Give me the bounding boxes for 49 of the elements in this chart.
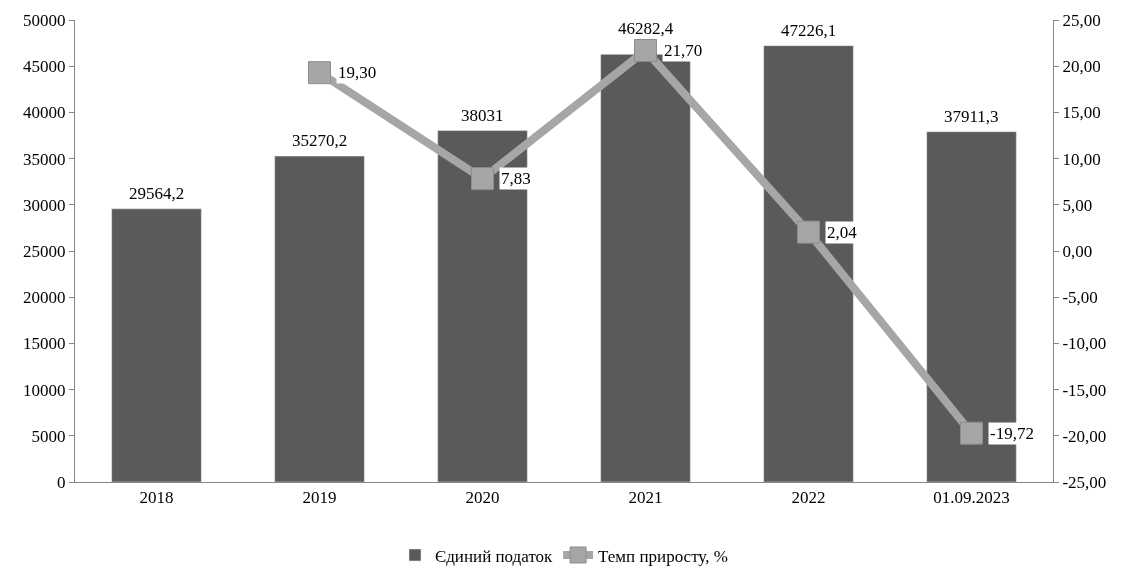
y-tick-label: 15000 bbox=[23, 334, 66, 354]
data-label: 38031 bbox=[461, 106, 504, 125]
data-label: 7,83 bbox=[501, 169, 531, 188]
legend-label: Єдиний податок bbox=[435, 546, 554, 566]
y-tick-label: 10000 bbox=[23, 380, 66, 400]
y2-tick-label: 0,00 bbox=[1062, 241, 1093, 261]
point bbox=[634, 38, 657, 62]
y-tick-label: 20000 bbox=[23, 288, 66, 308]
y-tick-label: 45000 bbox=[23, 57, 66, 77]
x-tick-label: 2018 bbox=[139, 488, 174, 508]
y2-tick-label: 25,00 bbox=[1062, 10, 1101, 30]
y-tick-label: 40000 bbox=[23, 103, 66, 123]
y2-tick-label: -20,00 bbox=[1062, 426, 1107, 446]
y2-tick-label: -5,00 bbox=[1062, 288, 1098, 308]
y-tick-label: 25000 bbox=[23, 241, 66, 261]
data-label: 46282,4 bbox=[618, 19, 674, 38]
y2-tick-label: 5,00 bbox=[1062, 195, 1093, 215]
data-label: -19,72 bbox=[990, 424, 1034, 443]
bar bbox=[437, 130, 528, 482]
point bbox=[960, 421, 983, 445]
data-label: 47226,1 bbox=[781, 21, 837, 40]
data-label: 35270,2 bbox=[292, 131, 348, 150]
bar bbox=[111, 208, 202, 482]
data-label: 21,70 bbox=[664, 41, 703, 60]
data-label: 2,04 bbox=[827, 223, 858, 242]
data-label: 29564,2 bbox=[129, 184, 185, 203]
data-label: 37911,3 bbox=[944, 107, 999, 126]
y-tick-label: 50000 bbox=[23, 10, 66, 30]
point bbox=[797, 220, 820, 244]
x-tick-label: 2021 bbox=[628, 488, 663, 508]
y2-tick-label: 10,00 bbox=[1062, 149, 1101, 169]
y-tick-label: 5000 bbox=[31, 426, 66, 446]
bar bbox=[274, 155, 365, 482]
y2-tick-label: -25,00 bbox=[1062, 472, 1107, 492]
y-tick-label: 0 bbox=[57, 472, 66, 492]
y2-tick-label: -10,00 bbox=[1062, 334, 1107, 354]
y2-tick-label: -15,00 bbox=[1062, 380, 1107, 400]
y2-tick-label: 15,00 bbox=[1062, 103, 1101, 123]
y2-tick-label: 20,00 bbox=[1062, 57, 1101, 77]
data-label: 19,30 bbox=[338, 63, 377, 82]
x-tick-label: 2019 bbox=[302, 488, 337, 508]
y-tick-label: 35000 bbox=[23, 149, 66, 169]
y-tick-label: 30000 bbox=[23, 195, 66, 215]
point bbox=[471, 167, 494, 191]
legend-label: Темп приросту, % bbox=[598, 546, 728, 566]
x-tick-label: 2020 bbox=[465, 488, 500, 508]
point bbox=[308, 61, 331, 85]
x-tick-label: 2022 bbox=[791, 488, 826, 508]
x-tick-label: 01.09.2023 bbox=[933, 488, 1010, 508]
